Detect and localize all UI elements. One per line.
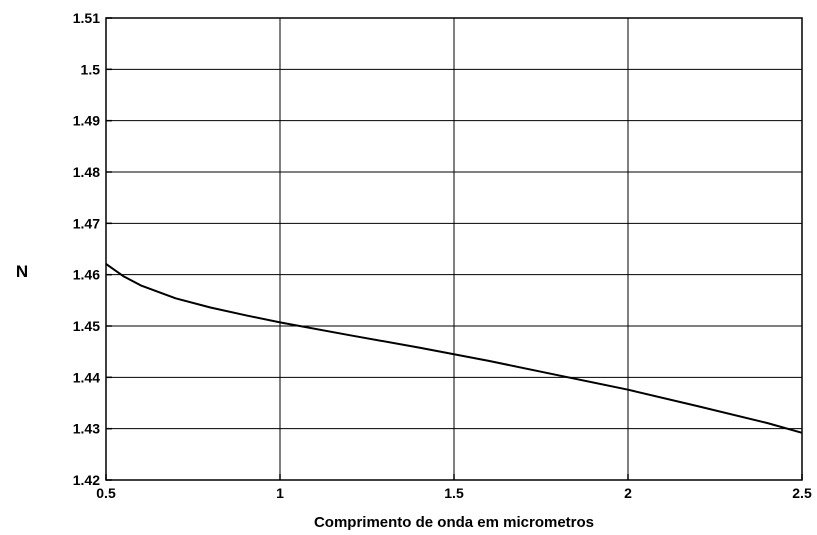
y-tick-label: 1.47 [73,215,100,231]
y-tick-label: 1.45 [73,318,100,334]
x-tick-labels: 0.5 1 1.5 2 2.5 [96,485,812,501]
y-tick-labels: 1.42 1.43 1.44 1.45 1.46 1.47 1.48 1.49 1.5 1.51 [73,10,100,488]
grid [106,18,802,480]
x-tick-label: 1.5 [444,485,464,501]
series-line [105,263,803,434]
y-tick-label: 1.5 [81,61,101,77]
y-axis-label: N [16,262,28,281]
y-tick-label: 1.44 [73,369,100,385]
x-axis-label: Comprimento de onda em micrometros [314,514,594,531]
x-tick-label: 0.5 [96,485,116,501]
y-tick-label: 1.48 [73,164,100,180]
y-tick-label: 1.49 [73,113,100,129]
y-tick-label: 1.42 [73,472,100,488]
y-tick-label: 1.46 [73,267,100,283]
x-tick-label: 1 [276,485,284,501]
x-tick-label: 2.5 [792,485,812,501]
series-layer [105,263,803,434]
x-tick-label: 2 [624,485,632,501]
y-tick-label: 1.51 [73,10,100,26]
ticks [105,17,803,481]
y-tick-label: 1.43 [73,421,100,437]
